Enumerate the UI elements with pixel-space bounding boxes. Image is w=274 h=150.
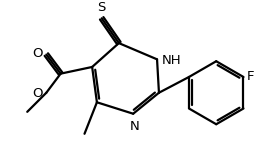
Text: NH: NH <box>162 54 181 67</box>
Text: S: S <box>98 2 106 15</box>
Text: O: O <box>32 87 42 100</box>
Text: F: F <box>246 70 254 83</box>
Text: O: O <box>32 47 42 60</box>
Text: N: N <box>130 120 140 133</box>
